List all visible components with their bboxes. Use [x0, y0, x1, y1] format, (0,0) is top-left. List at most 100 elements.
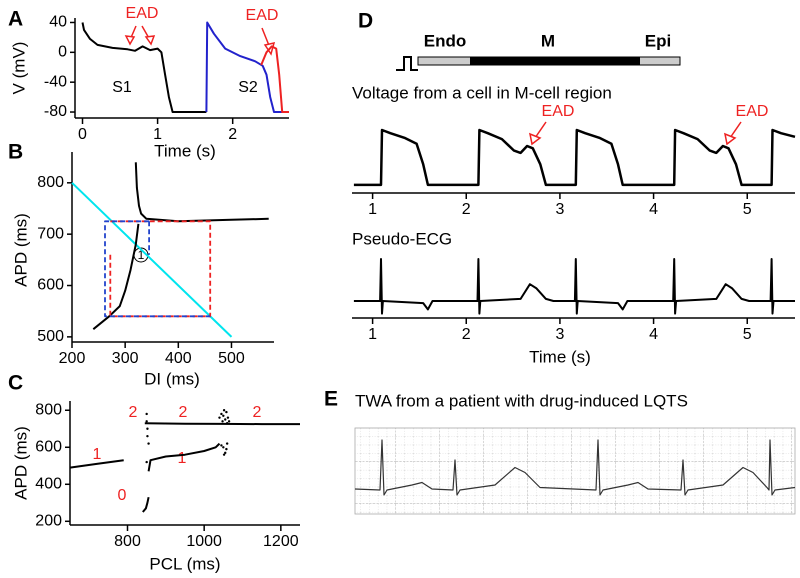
x-tick-label: 4 — [649, 326, 658, 343]
panel-letter: B — [8, 141, 23, 164]
y-tick-label: 0 — [58, 44, 67, 61]
line-series — [147, 442, 221, 472]
data-point — [224, 451, 227, 455]
x-tick-label: 2 — [462, 326, 471, 343]
diagram-label: Epi — [645, 31, 671, 50]
data-point — [226, 416, 230, 419]
annotation: EAD — [246, 7, 279, 24]
data-point — [145, 420, 148, 423]
annotation: 2 — [253, 404, 262, 421]
line-series — [260, 45, 289, 113]
diagram-label: M — [541, 31, 555, 50]
y-axis-label: APD (ms) — [11, 426, 30, 500]
x-axis-label: PCL (ms) — [149, 554, 220, 573]
panel-letter: E — [324, 388, 338, 411]
x-tick-label: 3 — [555, 201, 564, 218]
panel-letter: D — [358, 10, 373, 33]
x-tick-label: 200 — [59, 350, 86, 367]
x-tick-label: 5 — [743, 326, 752, 343]
data-point — [225, 442, 229, 445]
data-point — [222, 414, 225, 418]
line-series — [134, 162, 269, 223]
m-region — [470, 57, 640, 65]
x-tick-label: 2 — [228, 126, 237, 143]
y-tick-label: -80 — [44, 103, 67, 120]
line-series — [142, 496, 150, 513]
panel-letter: A — [8, 8, 23, 31]
x-tick-label: 1 — [368, 201, 377, 218]
data-point — [145, 412, 148, 416]
line-series — [92, 223, 140, 330]
line-series — [69, 459, 124, 469]
data-point — [224, 418, 227, 421]
data-point — [145, 460, 148, 464]
y-tick-label: 40 — [49, 14, 67, 31]
line-series — [353, 258, 795, 315]
x-tick-label: 500 — [218, 350, 245, 367]
y-axis-label: APD (ms) — [11, 213, 30, 287]
y-tick-label: 500 — [37, 328, 64, 345]
x-tick-label: 5 — [743, 201, 752, 218]
data-point — [225, 422, 229, 425]
annotation: 1 — [178, 450, 187, 467]
data-point — [146, 427, 149, 430]
data-point — [225, 447, 228, 451]
x-tick-label: 2 — [462, 201, 471, 218]
data-point — [222, 409, 226, 412]
line-series — [81, 22, 207, 113]
annotation: 2 — [179, 404, 188, 421]
annotation: EAD — [126, 5, 159, 22]
y-tick-label: 600 — [35, 438, 62, 455]
x-tick-label: 3 — [555, 326, 564, 343]
ecg-paper — [354, 427, 796, 515]
line-series — [205, 21, 286, 113]
chart-title: Voltage from a cell in M-cell region — [352, 83, 612, 102]
x-axis-label: DI (ms) — [144, 369, 200, 388]
line-series — [71, 182, 233, 338]
x-tick-label: 1000 — [186, 533, 222, 550]
panel-letter: C — [8, 372, 23, 395]
data-point — [222, 446, 225, 449]
annotation: S2 — [238, 79, 258, 96]
chart-title: TWA from a patient with drug-induced LQT… — [355, 391, 688, 410]
data-point — [146, 434, 149, 438]
x-tick-label: 0 — [78, 126, 87, 143]
diagram-label: Endo — [424, 31, 467, 50]
annotation: EAD — [542, 103, 575, 120]
line-series — [354, 439, 796, 496]
line-series — [104, 220, 211, 318]
y-tick-label: 700 — [37, 225, 64, 242]
data-point — [227, 420, 231, 423]
x-tick-label: 4 — [649, 201, 658, 218]
stimulus-symbol — [396, 56, 418, 71]
x-tick-label: 400 — [165, 350, 192, 367]
x-tick-label: 800 — [114, 533, 141, 550]
data-point — [220, 444, 223, 447]
data-point — [225, 410, 228, 414]
data-point — [218, 416, 221, 419]
x-axis-label: Time (s) — [154, 141, 216, 160]
data-point — [221, 420, 224, 423]
y-tick-label: 800 — [37, 174, 64, 191]
x-tick-label: 1 — [153, 126, 162, 143]
y-tick-label: 400 — [35, 476, 62, 493]
data-point — [220, 412, 223, 416]
annotation: EAD — [736, 103, 769, 120]
x-axis-label: Time (s) — [529, 347, 591, 366]
x-tick-label: 300 — [112, 350, 139, 367]
x-tick-label: 1 — [368, 326, 377, 343]
line-series — [353, 128, 796, 187]
annotation: 2 — [129, 404, 138, 421]
chart-title: Pseudo-ECG — [352, 229, 452, 248]
x-tick-label: 1200 — [263, 533, 299, 550]
y-tick-label: 600 — [37, 277, 64, 294]
y-tick-label: -40 — [44, 73, 67, 90]
annotation: S1 — [112, 79, 132, 96]
annotation: 1 — [138, 248, 145, 262]
y-tick-label: 200 — [35, 513, 62, 530]
y-tick-label: 800 — [35, 401, 62, 418]
data-point — [147, 442, 150, 445]
y-axis-label: V (mV) — [9, 42, 28, 95]
annotation: 0 — [118, 487, 127, 504]
